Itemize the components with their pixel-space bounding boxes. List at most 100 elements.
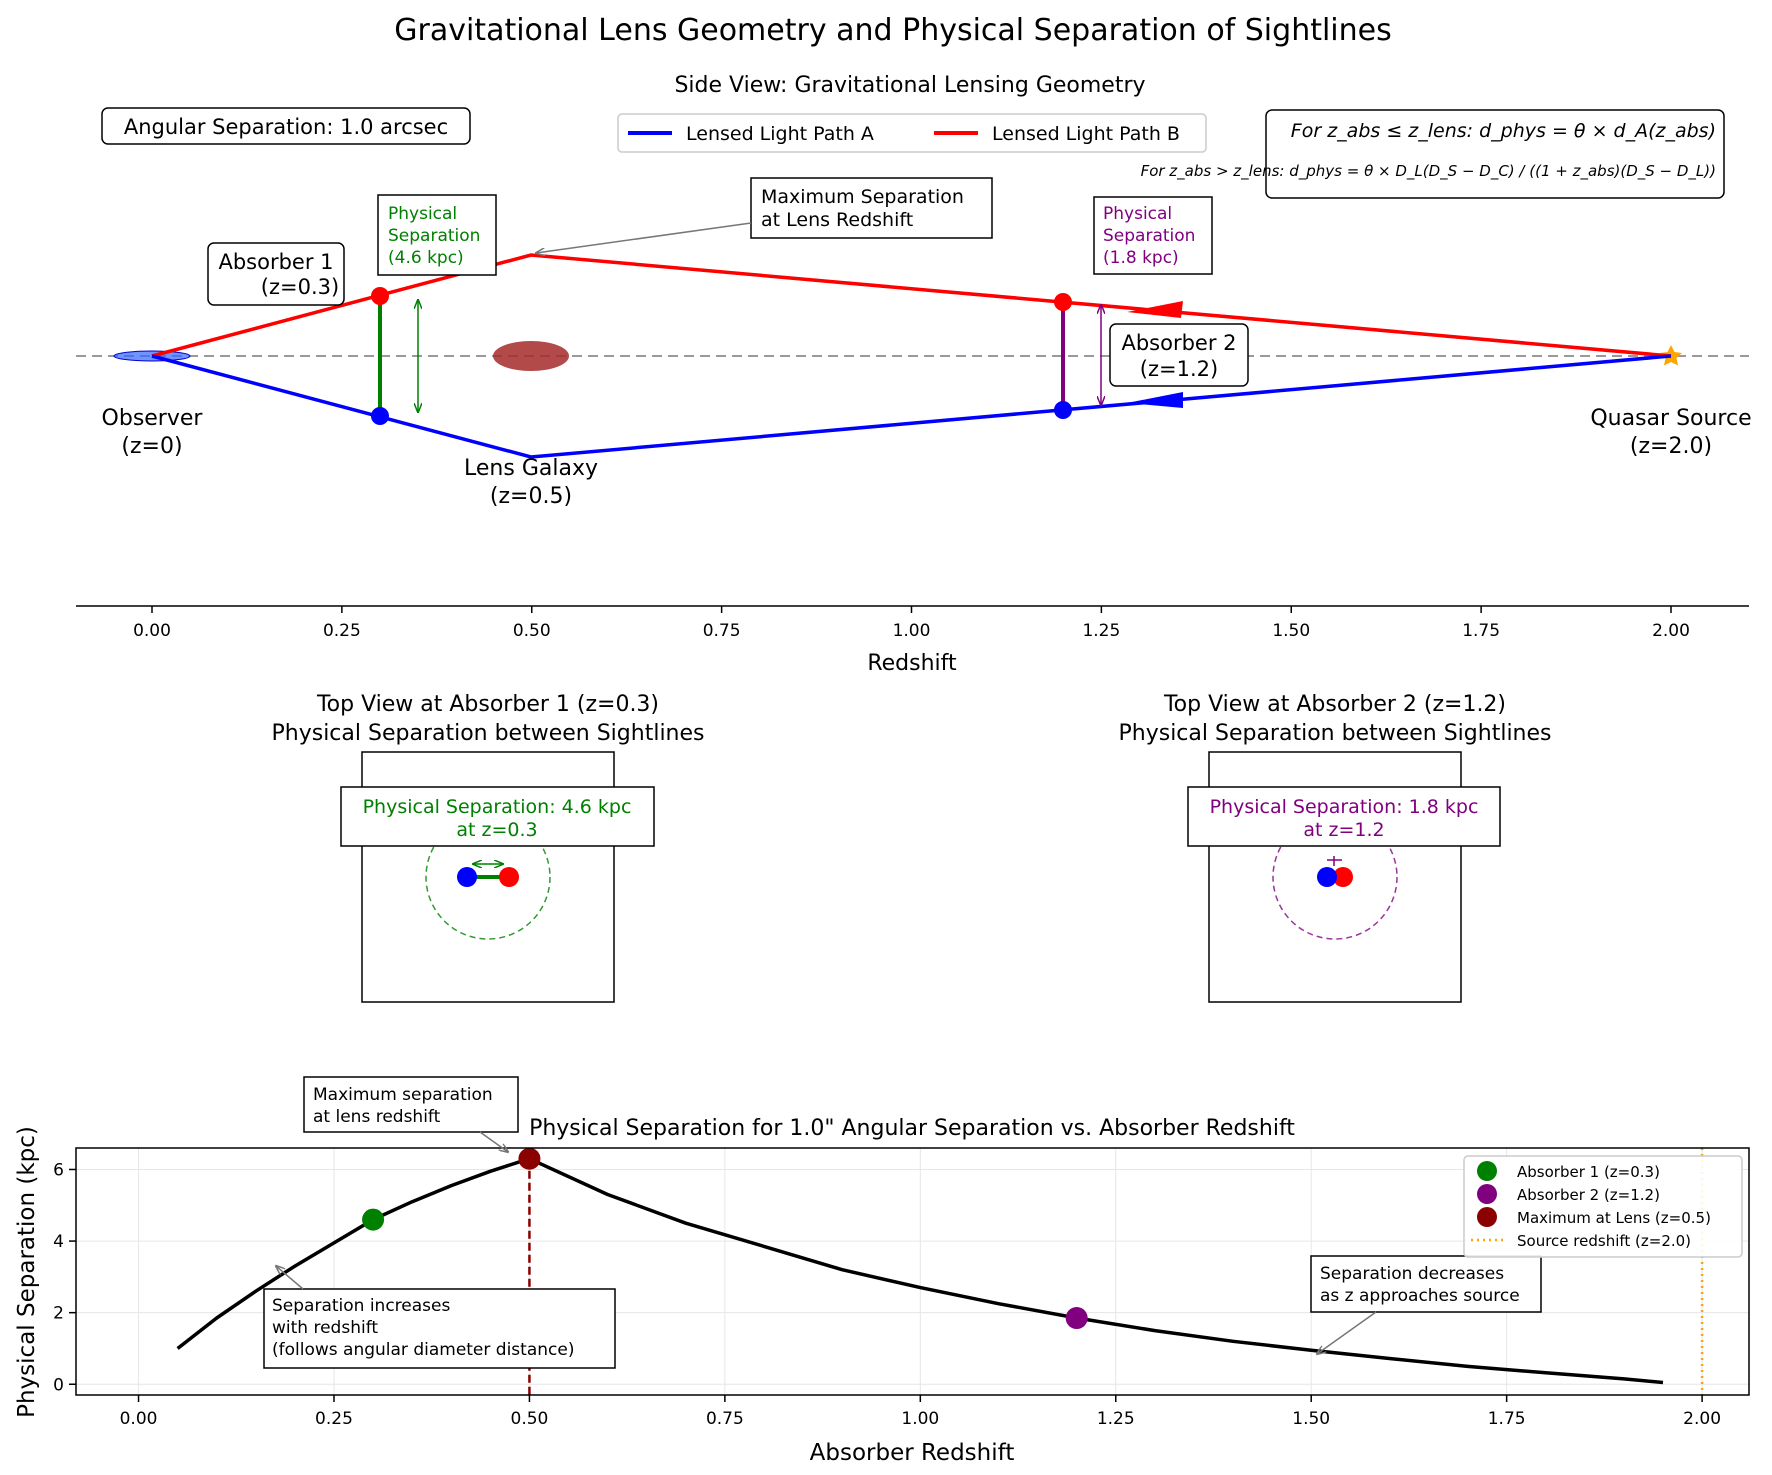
chart-x-tick-label: 0.75 <box>706 1409 744 1429</box>
sep1-line-3: (4.6 kpc) <box>388 248 464 268</box>
annotation-decrease-line-1: Separation decreases <box>1320 1264 1504 1284</box>
chart-y-tick-label: 2 <box>53 1304 64 1324</box>
chart-y-tick-label: 0 <box>53 1375 64 1395</box>
observer-z: (z=0) <box>121 434 182 459</box>
side-view-title: Side View: Gravitational Lensing Geometr… <box>674 73 1145 98</box>
top-view-2-sightline-a <box>1317 867 1337 887</box>
absorber1-label: Absorber 1 <box>218 250 333 274</box>
chart-x-ticks: 0.00 0.25 0.50 0.75 1.00 1.25 1.50 1.75 2.00 <box>120 1395 1721 1429</box>
absorber1-point-a <box>371 407 389 425</box>
legend-marker-max <box>1477 1207 1497 1227</box>
absorber1-z: (z=0.3) <box>261 275 339 299</box>
max-separation-note-arrow <box>536 222 752 253</box>
legend-label-path-b: Lensed Light Path B <box>992 123 1180 145</box>
chart-x-tick-label: 1.25 <box>1097 1409 1135 1429</box>
side-x-tick-label: 0.50 <box>513 621 551 641</box>
sep1-box <box>377 194 497 276</box>
chart-legend <box>1463 1155 1743 1258</box>
angular-separation-box <box>101 107 471 145</box>
chart-x-tick-label: 1.75 <box>1488 1409 1526 1429</box>
path-b-direction-arrow <box>1127 301 1183 318</box>
top-view-1-panel: Top View at Absorber 1 (z=0.3) Physical … <box>272 692 705 1003</box>
quasar-source-label: Quasar Source <box>1590 406 1751 431</box>
separation-chart-panel: Physical Separation for 1.0" Angular Sep… <box>14 1076 1750 1466</box>
legend-marker-absorber1 <box>1477 1161 1497 1181</box>
top-view-1-box-line-1: Physical Separation: 4.6 kpc <box>363 796 632 818</box>
top-view-1-frame <box>361 751 615 1003</box>
quasar-source-z: (z=2.0) <box>1630 434 1712 459</box>
top-view-2-frame <box>1208 751 1462 1003</box>
top-view-2-sightline-b <box>1333 867 1353 887</box>
absorber1-chart-point <box>362 1208 385 1231</box>
top-view-1-sightline-b <box>499 867 519 887</box>
chart-y-tick-label: 4 <box>53 1232 64 1252</box>
annotation-max-line-2: at lens redshift <box>313 1107 441 1127</box>
chart-x-tick-label: 0.50 <box>511 1409 549 1429</box>
side-x-tick-label: 1.50 <box>1272 621 1310 641</box>
absorber1-label-box <box>207 242 345 306</box>
annotation-increase-arrow <box>276 1266 304 1290</box>
lens-galaxy-z: (z=0.5) <box>490 484 572 509</box>
legend-label-path-a: Lensed Light Path A <box>686 123 874 145</box>
side-x-tick-label: 0.75 <box>703 621 741 641</box>
chart-x-tick-label: 2.00 <box>1683 1409 1721 1429</box>
path-a-direction-arrow <box>1127 392 1183 408</box>
top-view-1-title-line-2: Physical Separation between Sightlines <box>272 721 705 746</box>
top-view-1-title-line-1: Top View at Absorber 1 (z=0.3) <box>316 692 659 717</box>
top-view-1-box <box>340 786 655 847</box>
sep1-line-1: Physical <box>388 204 457 224</box>
formula-line-1: For z_abs ≤ z_lens: d_phys = θ × d_A(z_a… <box>1291 120 1716 142</box>
annotation-increase-line-3: (follows angular diameter distance) <box>272 1340 574 1360</box>
sep2-line-1: Physical <box>1103 204 1172 224</box>
side-x-tick-label: 1.00 <box>893 621 931 641</box>
absorber2-point-b <box>1054 293 1072 311</box>
max-separation-note-line-2: at Lens Redshift <box>761 209 913 231</box>
chart-x-tick-label: 0.25 <box>315 1409 353 1429</box>
formula-box <box>1265 109 1725 199</box>
annotation-increase-line-1: Separation increases <box>272 1296 450 1316</box>
formula-line-2: For z_abs > z_lens: d_phys = θ × D_L(D_S… <box>1141 162 1716 181</box>
light-path-a <box>151 354 1672 459</box>
angular-separation-text: Angular Separation: 1.0 arcsec <box>124 115 448 139</box>
top-view-2-box-line-2: at z=1.2 <box>1303 819 1384 841</box>
annotation-max-box <box>303 1076 519 1133</box>
observer-label: Observer <box>102 406 204 431</box>
top-view-2-box-line-1: Physical Separation: 1.8 kpc <box>1210 796 1479 818</box>
annotation-max-arrow <box>479 1131 508 1152</box>
sep1-line-2: Separation <box>388 226 480 246</box>
absorber2-chart-point <box>1065 1307 1088 1330</box>
legend-marker-absorber2 <box>1477 1184 1497 1204</box>
side-x-tick-label: 0.25 <box>323 621 361 641</box>
side-view-panel: Side View: Gravitational Lensing Geometr… <box>76 73 1752 676</box>
separation-curve <box>176 1156 1664 1385</box>
absorber2-z: (z=1.2) <box>1140 357 1218 381</box>
side-view-x-ticks: 0.00 0.25 0.50 0.75 1.00 1.25 1.50 1.75 2.00 <box>133 606 1690 641</box>
absorber1-point-b <box>371 287 389 305</box>
legend-label-max: Maximum at Lens (z=0.5) <box>1517 1209 1711 1227</box>
chart-y-ticks: 0 2 4 6 <box>53 1160 76 1395</box>
max-separation-note-box <box>750 177 993 239</box>
annotation-decrease-arrow <box>1317 1311 1377 1354</box>
chart-x-tick-label: 0.00 <box>120 1409 158 1429</box>
side-view-x-label: Redshift <box>867 651 957 676</box>
annotation-decrease-box <box>1310 1255 1542 1313</box>
top-view-2-title-line-2: Physical Separation between Sightlines <box>1119 721 1552 746</box>
light-path-b <box>151 253 1672 358</box>
absorber2-label: Absorber 2 <box>1121 331 1236 355</box>
annotation-increase-line-2: with redshift <box>272 1318 378 1338</box>
side-view-legend <box>617 113 1207 153</box>
side-x-tick-label: 1.25 <box>1082 621 1120 641</box>
top-view-2-box <box>1187 786 1501 847</box>
max-lens-chart-point <box>518 1147 541 1170</box>
chart-x-label: Absorber Redshift <box>810 1440 1015 1466</box>
chart-y-label: Physical Separation (kpc) <box>14 1126 40 1418</box>
sep2-line-3: (1.8 kpc) <box>1103 248 1179 268</box>
sep2-box <box>1093 196 1213 275</box>
top-view-2-title-line-1: Top View at Absorber 2 (z=1.2) <box>1163 692 1506 717</box>
top-view-2-panel: Top View at Absorber 2 (z=1.2) Physical … <box>1119 692 1552 1003</box>
top-view-1-sightline-a <box>457 867 477 887</box>
side-x-tick-label: 0.00 <box>133 621 171 641</box>
legend-label-absorber1: Absorber 1 (z=0.3) <box>1517 1163 1660 1181</box>
top-view-1-box-line-2: at z=0.3 <box>456 819 537 841</box>
